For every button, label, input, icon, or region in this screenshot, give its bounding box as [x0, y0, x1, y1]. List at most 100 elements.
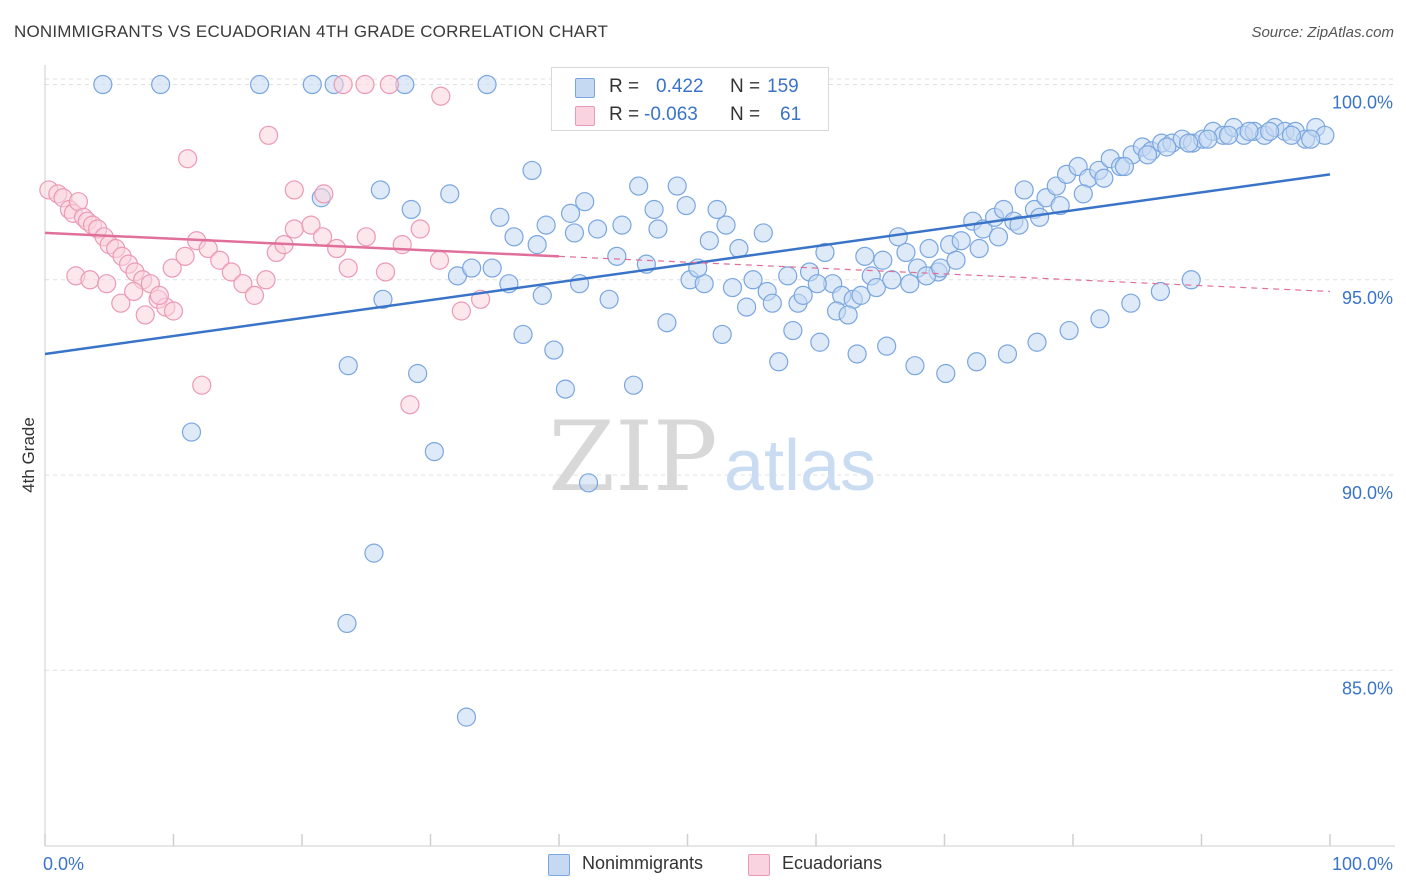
y-tick-label: 90.0% — [1342, 483, 1393, 503]
stats-box: R = 0.422 N = 159 R = -0.063 N = 61 — [551, 67, 829, 131]
nonimmigrants-point — [1029, 207, 1050, 227]
ecuadorians-point — [284, 219, 304, 239]
nonimmigrants-point — [873, 250, 893, 270]
stats-row-nonimmigrants: R = 0.422 N = 159 — [552, 72, 828, 100]
ecuadorians-point — [97, 274, 117, 294]
nonimmigrants-point — [838, 305, 858, 325]
nonimmigrants-point — [555, 379, 576, 399]
nonimmigrants-point — [1181, 270, 1201, 290]
nonimmigrants-point — [564, 223, 585, 243]
watermark-zip: ZIP — [548, 401, 717, 513]
nonimmigrants-point — [1157, 137, 1177, 157]
nonimmigrants-point — [560, 203, 581, 223]
ecuadorians-point — [163, 301, 184, 321]
nonimmigrants-point — [527, 235, 547, 255]
nonimmigrants-point — [1059, 320, 1079, 341]
ecuadorians-point — [284, 180, 304, 200]
stats-n-value: 159 — [767, 76, 799, 97]
ecuadorians-point — [327, 238, 347, 259]
ecuadorians-point — [178, 149, 198, 169]
nonimmigrants-point — [997, 344, 1018, 364]
nonimmigrants-point — [722, 277, 743, 298]
ecuadorians-point — [451, 301, 471, 321]
ecuadorians-point — [244, 285, 265, 305]
nonimmigrants-point — [657, 313, 677, 333]
ecuadorians-point — [338, 258, 358, 278]
stats-swatch-nonimmigrants — [575, 78, 595, 98]
ecuadorians-point — [256, 270, 276, 290]
nonimmigrants-point — [364, 543, 384, 563]
nonimmigrants-point — [644, 199, 664, 220]
tick-labels: 100.0% 95.0% 90.0% 85.0% 0.0% 100.0% — [43, 93, 1393, 874]
nonimmigrants-point — [373, 289, 393, 309]
nonimmigrants-point — [629, 176, 649, 196]
nonimmigrants-point — [612, 215, 632, 235]
nonimmigrants-point — [847, 344, 867, 364]
data-points — [39, 74, 1335, 727]
nonimmigrants-point — [504, 227, 524, 247]
nonimmigrants-point — [1027, 332, 1047, 352]
nonimmigrants-trend-line — [44, 173, 1331, 356]
stats-r-value: 0.422 — [656, 76, 704, 97]
nonimmigrants-point — [623, 375, 644, 395]
ecuadorians-point — [124, 281, 144, 302]
watermark: ZIP atlas — [548, 401, 876, 513]
nonimmigrants-point — [753, 223, 773, 243]
y-axis-label: 4th Grade — [19, 417, 38, 493]
ecuadorians-point — [355, 74, 375, 95]
legend-swatch-nonimmigrants — [548, 854, 570, 876]
ecuadorians-point — [162, 258, 182, 278]
ecuadorians-point — [333, 74, 353, 95]
nonimmigrants-point — [648, 219, 668, 239]
nonimmigrants-point — [587, 219, 608, 239]
nonimmigrants-point — [712, 324, 732, 345]
nonimmigrants-point — [815, 242, 835, 263]
nonimmigrants-point — [522, 160, 542, 181]
ecuadorians-point — [192, 375, 212, 395]
nonimmigrants-point — [737, 297, 757, 317]
nonimmigrants-point — [851, 285, 871, 305]
legend-swatch-ecuadorians — [748, 854, 770, 876]
nonimmigrants-point — [1121, 293, 1141, 313]
ecuadorians-point — [175, 246, 195, 266]
ecuadorians-point — [314, 184, 334, 204]
stats-n-label: N = — [730, 104, 761, 125]
nonimmigrants-point — [946, 250, 966, 270]
nonimmigrants-point — [370, 180, 390, 200]
ecuadorians-point — [410, 219, 430, 239]
ecuadorians-point — [375, 262, 396, 282]
nonimmigrants-point — [783, 320, 803, 341]
nonimmigrants-point — [1198, 129, 1218, 149]
nonimmigrants-point — [810, 332, 830, 352]
watermark-atlas: atlas — [724, 426, 876, 506]
stats-n-label: N = — [730, 76, 761, 97]
ecuadorians-point — [301, 215, 321, 235]
nonimmigrants-point — [699, 231, 719, 251]
nonimmigrants-point — [302, 74, 322, 95]
nonimmigrants-point — [408, 363, 428, 384]
ecuadorians-point — [221, 262, 241, 282]
nonimmigrants-point — [877, 336, 897, 356]
nonimmigrants-point — [1260, 121, 1280, 141]
nonimmigrants-point — [1150, 281, 1170, 302]
stats-r-label: R = — [609, 76, 640, 97]
ecuadorians-point — [379, 74, 399, 95]
nonimmigrants-point — [667, 176, 687, 196]
trend-lines — [44, 173, 1331, 356]
nonimmigrants-point — [931, 258, 951, 278]
nonimmigrants-point — [482, 258, 502, 278]
nonimmigrants-point — [1009, 215, 1029, 235]
ecuadorians-point — [431, 86, 451, 106]
ecuadorians-point — [392, 235, 412, 255]
ecuadorians-point — [210, 250, 230, 270]
nonimmigrants-point — [93, 74, 113, 95]
nonimmigrants-point — [988, 227, 1009, 247]
nonimmigrants-point — [1050, 195, 1070, 216]
y-tick-label: 95.0% — [1342, 288, 1393, 308]
nonimmigrants-point — [866, 277, 886, 298]
nonimmigrants-point — [936, 363, 956, 384]
nonimmigrants-point — [793, 285, 813, 305]
nonimmigrants-point — [1301, 129, 1321, 149]
x-tick-label: 0.0% — [43, 854, 84, 874]
